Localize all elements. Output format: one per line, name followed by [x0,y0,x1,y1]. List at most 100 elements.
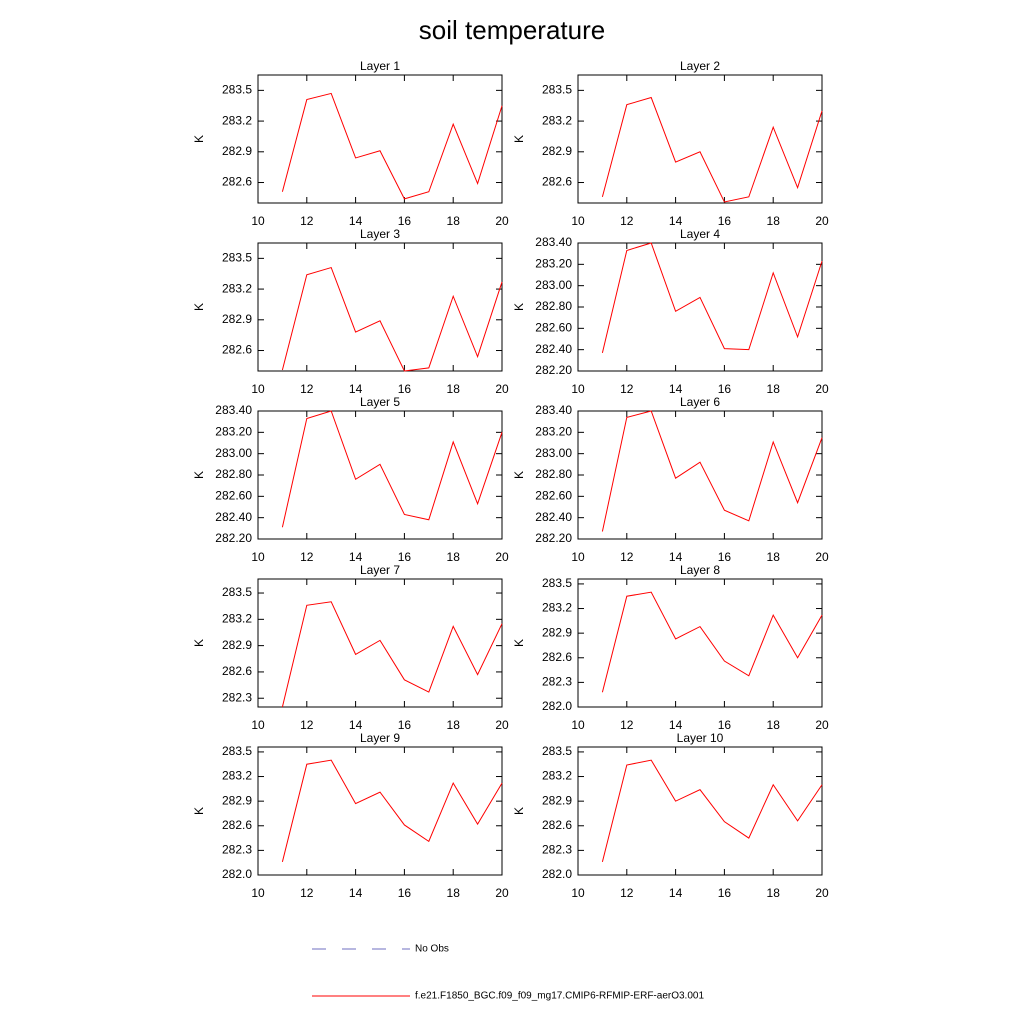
y-axis-label: K [512,471,526,479]
x-tick-label: 16 [398,382,412,396]
y-tick-label: 282.80 [215,467,252,481]
panel-title: Layer 6 [680,395,720,409]
figure-title: soil temperature [419,15,605,45]
y-tick-label: 282.9 [542,144,572,158]
x-tick-label: 12 [620,214,634,228]
y-tick-label: 282.60 [215,489,252,503]
y-tick-label: 282.20 [215,531,252,545]
x-tick-label: 10 [251,382,265,396]
x-tick-label: 20 [815,214,829,228]
y-tick-label: 282.80 [535,299,572,313]
x-tick-label: 10 [571,886,585,900]
y-axis-label: K [192,639,206,647]
y-tick-label: 282.9 [222,312,252,326]
data-line [281,266,503,372]
y-tick-label: 283.20 [535,425,572,439]
x-tick-label: 18 [767,382,781,396]
y-tick-label: 282.3 [222,690,252,704]
x-tick-label: 20 [495,886,509,900]
y-tick-label: 283.2 [222,612,252,626]
panel-title: Layer 8 [680,563,720,577]
panel-title: Layer 9 [360,731,400,745]
data-line [601,410,823,532]
y-tick-label: 283.5 [222,744,252,758]
panel-title: Layer 10 [677,731,724,745]
y-axis-label: K [512,807,526,815]
y-tick-label: 283.2 [542,769,572,783]
x-tick-label: 16 [398,886,412,900]
x-tick-label: 14 [349,886,363,900]
y-tick-label: 283.2 [222,769,252,783]
data-line [281,410,503,528]
y-tick-label: 282.6 [222,343,252,357]
x-tick-label: 10 [251,718,265,732]
x-tick-label: 12 [620,382,634,396]
x-tick-label: 14 [669,550,683,564]
y-tick-label: 282.9 [542,625,572,639]
y-tick-label: 282.6 [542,175,572,189]
x-tick-label: 10 [251,886,265,900]
x-tick-label: 18 [767,718,781,732]
panel-title: Layer 3 [360,227,400,241]
data-line [281,92,503,200]
x-tick-label: 18 [447,214,461,228]
panel-title: Layer 1 [360,59,400,73]
y-tick-label: 282.6 [542,650,572,664]
y-tick-label: 282.6 [222,664,252,678]
x-tick-label: 12 [300,550,314,564]
y-tick-label: 283.20 [215,425,252,439]
y-axis-label: K [512,135,526,143]
x-tick-label: 16 [398,550,412,564]
y-tick-label: 282.40 [535,510,572,524]
x-tick-label: 18 [447,718,461,732]
y-tick-label: 282.20 [535,363,572,377]
plot-frame [577,746,823,876]
data-line [281,601,503,708]
y-tick-label: 282.3 [222,843,252,857]
x-tick-label: 18 [767,550,781,564]
x-tick-label: 14 [349,214,363,228]
x-tick-label: 14 [669,886,683,900]
x-tick-label: 16 [718,214,732,228]
x-tick-label: 20 [815,550,829,564]
y-tick-label: 282.3 [542,675,572,689]
x-tick-label: 10 [571,382,585,396]
x-tick-label: 12 [620,886,634,900]
data-line [281,759,503,862]
x-tick-label: 18 [447,886,461,900]
x-tick-label: 10 [571,550,585,564]
x-tick-label: 18 [767,214,781,228]
y-axis-label: K [192,303,206,311]
y-tick-label: 283.2 [222,281,252,295]
y-tick-label: 283.00 [215,446,252,460]
x-tick-label: 20 [495,718,509,732]
y-tick-label: 282.9 [222,144,252,158]
y-tick-label: 282.80 [535,467,572,481]
x-tick-label: 10 [251,550,265,564]
x-tick-label: 14 [669,214,683,228]
plot-frame [257,242,503,372]
y-tick-label: 282.0 [542,699,572,713]
legend-label: f.e21.F1850_BGC.f09_f09_mg17.CMIP6-RFMIP… [415,991,704,1002]
y-axis-label: K [192,135,206,143]
x-tick-label: 16 [398,214,412,228]
y-tick-label: 283.2 [542,601,572,615]
x-tick-label: 16 [718,550,732,564]
x-tick-label: 20 [495,214,509,228]
panel-title: Layer 7 [360,563,400,577]
x-tick-label: 10 [571,718,585,732]
x-tick-label: 12 [620,718,634,732]
x-tick-label: 12 [620,550,634,564]
x-tick-label: 16 [718,886,732,900]
y-tick-label: 282.9 [222,793,252,807]
x-tick-label: 18 [767,886,781,900]
plot-frame [257,746,503,876]
x-tick-label: 10 [571,214,585,228]
y-tick-label: 282.3 [542,843,572,857]
y-tick-label: 283.5 [542,744,572,758]
y-tick-label: 283.2 [542,113,572,127]
y-tick-label: 283.40 [535,403,572,417]
plot-frame [257,74,503,204]
y-tick-label: 283.5 [542,576,572,590]
